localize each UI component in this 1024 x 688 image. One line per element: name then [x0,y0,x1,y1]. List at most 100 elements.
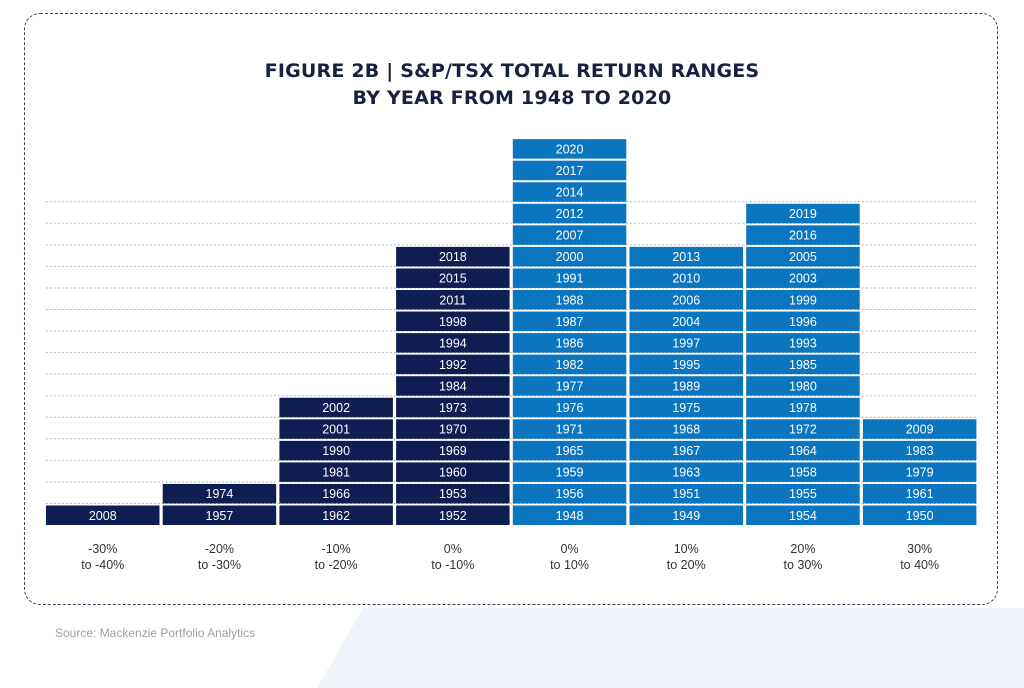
year-label: 2000 [556,250,584,264]
bar-segment [396,333,510,353]
bar-segment [629,246,743,267]
year-label: 1974 [206,487,234,501]
chart-title: FIGURE 2B | S&P/TSX TOTAL RETURN RANGES … [0,58,1024,112]
bar-segment [746,376,860,396]
x-tick-label: 0% [444,542,462,556]
x-tick-label: 30% [907,542,932,556]
year-label: 1954 [789,509,817,523]
year-label: 1951 [672,487,700,501]
year-label: 1963 [672,466,700,480]
year-label: 1992 [439,358,467,372]
year-label: 1956 [556,487,584,501]
year-label: 1994 [439,336,467,350]
bar-segment [746,419,860,439]
bar-segment [396,268,510,288]
x-tick-label: -20% [205,542,234,556]
bar-segment [629,268,743,288]
year-label: 1997 [672,336,700,350]
year-label: 2001 [322,423,350,437]
bar-segment [746,354,860,375]
bar-segment [512,333,627,353]
bar-segment [629,311,743,332]
bar-segment [279,397,393,418]
bar-segment [396,440,510,461]
bar-segment [512,440,627,461]
bar-segment [512,225,627,245]
bar-segment [396,311,510,332]
bar-segment [746,397,860,418]
year-label: 1976 [556,401,584,415]
year-label: 1972 [789,423,817,437]
year-label: 1955 [789,487,817,501]
bar-segment [746,246,860,267]
year-label: 1988 [556,293,584,307]
x-tick-label: 20% [790,542,815,556]
x-tick-label: to 10% [550,558,589,572]
bar-segment [629,354,743,375]
year-label: 1962 [322,509,350,523]
x-tick-label: to -30% [198,558,241,572]
x-tick-label: to 30% [783,558,822,572]
year-label: 2004 [672,315,700,329]
year-label: 2010 [672,272,700,286]
bar-segment [746,225,860,245]
year-label: 1998 [439,315,467,329]
bar-segment [396,397,510,418]
year-label: 1970 [439,423,467,437]
bar-segment [162,505,277,525]
year-label: 2003 [789,272,817,286]
x-tick-label: to 20% [667,558,706,572]
year-label: 2019 [789,207,817,221]
bar-segment [862,440,977,461]
bar-segment [396,376,510,396]
year-label: 1990 [322,444,350,458]
year-label: 2013 [672,250,700,264]
bar-segment [396,246,510,267]
year-label: 1977 [556,379,584,393]
bar-segment [629,483,743,504]
year-label: 2015 [439,272,467,286]
bar-segment [746,268,860,288]
year-label: 1957 [206,509,234,523]
year-label: 2005 [789,250,817,264]
year-label: 1971 [556,423,584,437]
bar-segment [629,419,743,439]
bar-segment [396,354,510,375]
year-label: 2014 [556,186,584,200]
bar-segment [512,311,627,332]
bar-segment [512,246,627,267]
x-tick-label: to -10% [431,558,474,572]
year-label: 1967 [672,444,700,458]
bar-segment [512,419,627,439]
chart-title-line-2: BY YEAR FROM 1948 TO 2020 [352,87,672,109]
bar-segment [512,290,627,310]
bar-segment [512,268,627,288]
bar-segment [862,462,977,482]
bar-segment [162,483,277,504]
bar-segment [279,462,393,482]
chart-title-line-1: FIGURE 2B | S&P/TSX TOTAL RETURN RANGES [264,60,760,82]
bar-segment [512,505,627,525]
x-tick-label: -10% [322,542,351,556]
year-label: 1984 [439,379,467,393]
bar-segment [279,440,393,461]
year-label: 1989 [672,379,700,393]
x-tick-label: 10% [674,542,699,556]
year-label: 1958 [789,466,817,480]
bar-segment [396,290,510,310]
year-label: 1968 [672,423,700,437]
bar-segment [862,505,977,525]
year-label: 1996 [789,315,817,329]
year-label: 2011 [439,293,466,307]
bar-segment [512,376,627,396]
year-label: 2002 [322,401,350,415]
bar-segment [396,462,510,482]
bar-segment [396,505,510,525]
bar-segment [746,483,860,504]
bar-segment [629,397,743,418]
x-tick-label: 0% [561,542,579,556]
x-tick-label: to -20% [315,558,358,572]
year-label: 1978 [789,401,817,415]
year-label: 1993 [789,336,817,350]
year-label: 1999 [789,293,817,307]
